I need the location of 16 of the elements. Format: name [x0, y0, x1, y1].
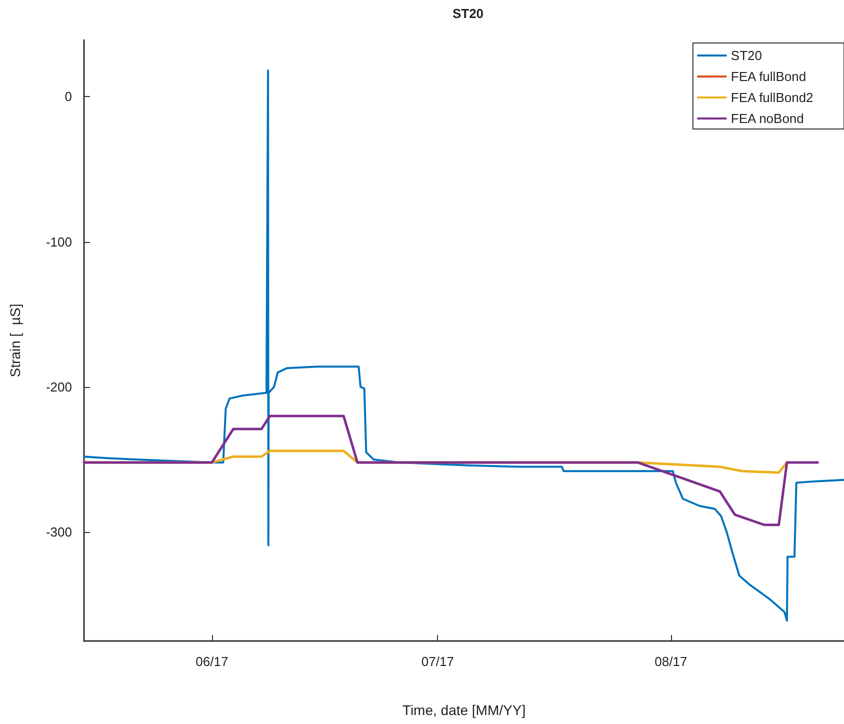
- chart-title: ST20: [452, 6, 484, 21]
- y-tick-label: -100: [46, 234, 72, 250]
- legend-label: FEA fullBond2: [730, 90, 814, 105]
- x-tick-label: 08/17: [654, 654, 688, 669]
- x-tick-label: 07/17: [421, 654, 454, 669]
- y-axis-title: Strain [ µS]: [7, 304, 23, 378]
- legend-label: ST20: [730, 48, 762, 63]
- x-tick-label: 06/17: [196, 654, 228, 669]
- y-tick-label: 0: [64, 89, 72, 104]
- line-series: [82, 414, 819, 526]
- legend-label: FEA fullBond: [730, 69, 806, 84]
- legend-label: FEA noBond: [730, 111, 804, 126]
- x-axis-title: Time, date [MM/YY]: [402, 702, 526, 718]
- y-tick-label: -300: [46, 524, 72, 540]
- line-series: [83, 69, 844, 622]
- y-tick-label: -200: [46, 379, 72, 394]
